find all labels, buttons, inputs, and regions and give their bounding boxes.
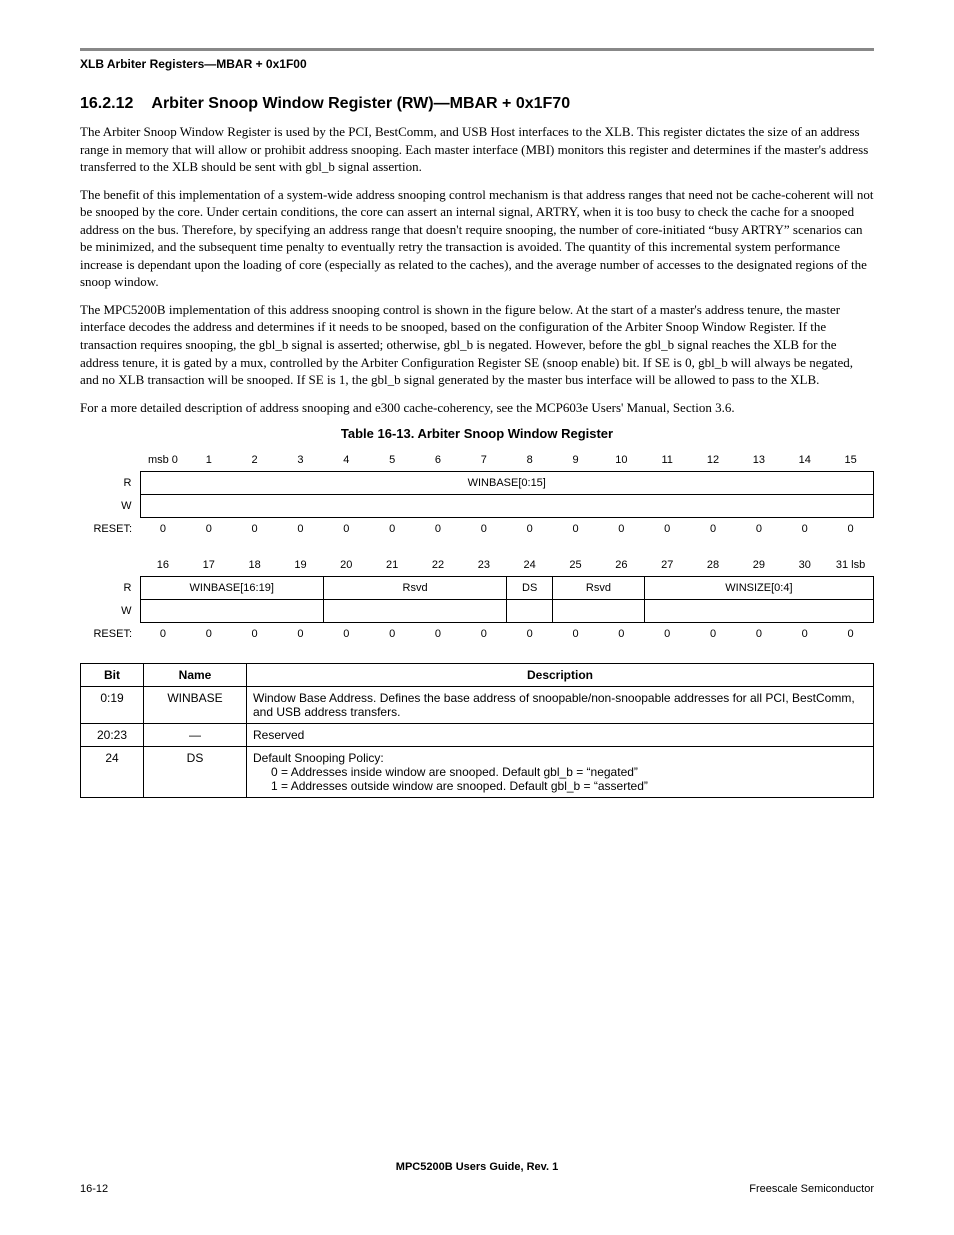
bit-number-row: 16171819 20212223 24252627 28293031 lsb <box>80 554 874 577</box>
bit-field: WINBASE[16:19] <box>140 577 323 600</box>
bit-write-row: W <box>80 495 874 518</box>
section-title: 16.2.12 Arbiter Snoop Window Register (RW… <box>80 95 874 113</box>
running-header: XLB Arbiter Registers—MBAR + 0x1F00 <box>80 57 874 71</box>
bit-reset-row: RESET: 0000 0000 0000 0000 <box>80 623 874 646</box>
bit-diagram-upper: msb 0123 4567 891011 12131415 R WINBASE[… <box>80 449 874 540</box>
bit-field: Rsvd <box>323 577 506 600</box>
bit-field: Rsvd <box>553 577 645 600</box>
bit-reset-row: RESET: 0000 0000 0000 0000 <box>80 518 874 541</box>
page-footer: MPC5200B Users Guide, Rev. 1 16-12 Frees… <box>80 1161 874 1195</box>
body-paragraph: The MPC5200B implementation of this addr… <box>80 301 874 389</box>
footer-company: Freescale Semiconductor <box>749 1183 874 1195</box>
body-paragraph: For a more detailed description of addre… <box>80 399 874 417</box>
section-heading: Arbiter Snoop Window Register (RW)—MBAR … <box>151 95 570 112</box>
bit-field: DS <box>507 577 553 600</box>
description-table: Bit Name Description 0:19 WINBASE Window… <box>80 663 874 798</box>
bit-table-upper: msb 0123 4567 891011 12131415 R WINBASE[… <box>80 449 874 540</box>
table-header-row: Bit Name Description <box>81 664 874 687</box>
section-number: 16.2.12 <box>80 95 133 112</box>
desc-cell: Window Base Address. Defines the base ad… <box>247 687 874 724</box>
bit-table-lower: 16171819 20212223 24252627 28293031 lsb … <box>80 554 874 645</box>
col-header-bit: Bit <box>81 664 144 687</box>
bit-number-row: msb 0123 4567 891011 12131415 <box>80 449 874 472</box>
bit-field: WINSIZE[0:4] <box>644 577 873 600</box>
bit-diagram-lower: 16171819 20212223 24252627 28293031 lsb … <box>80 554 874 645</box>
desc-cell: Reserved <box>247 724 874 747</box>
bit-read-row: R WINBASE[0:15] <box>80 472 874 495</box>
col-header-desc: Description <box>247 664 874 687</box>
table-caption: Table 16-13. Arbiter Snoop Window Regist… <box>80 426 874 441</box>
body-paragraph: The Arbiter Snoop Window Register is use… <box>80 123 874 176</box>
col-header-name: Name <box>144 664 247 687</box>
footer-center: MPC5200B Users Guide, Rev. 1 <box>80 1161 874 1173</box>
footer-page-number: 16-12 <box>80 1183 108 1195</box>
top-rule <box>80 48 874 51</box>
desc-cell: Default Snooping Policy: 0 = Addresses i… <box>247 747 874 798</box>
body-paragraph: The benefit of this implementation of a … <box>80 186 874 291</box>
table-row: 0:19 WINBASE Window Base Address. Define… <box>81 687 874 724</box>
table-row: 24 DS Default Snooping Policy: 0 = Addre… <box>81 747 874 798</box>
bit-read-row: R WINBASE[16:19] Rsvd DS Rsvd WINSIZE[0:… <box>80 577 874 600</box>
bit-write-row: W <box>80 600 874 623</box>
bit-field: WINBASE[0:15] <box>140 472 874 495</box>
table-row: 20:23 — Reserved <box>81 724 874 747</box>
